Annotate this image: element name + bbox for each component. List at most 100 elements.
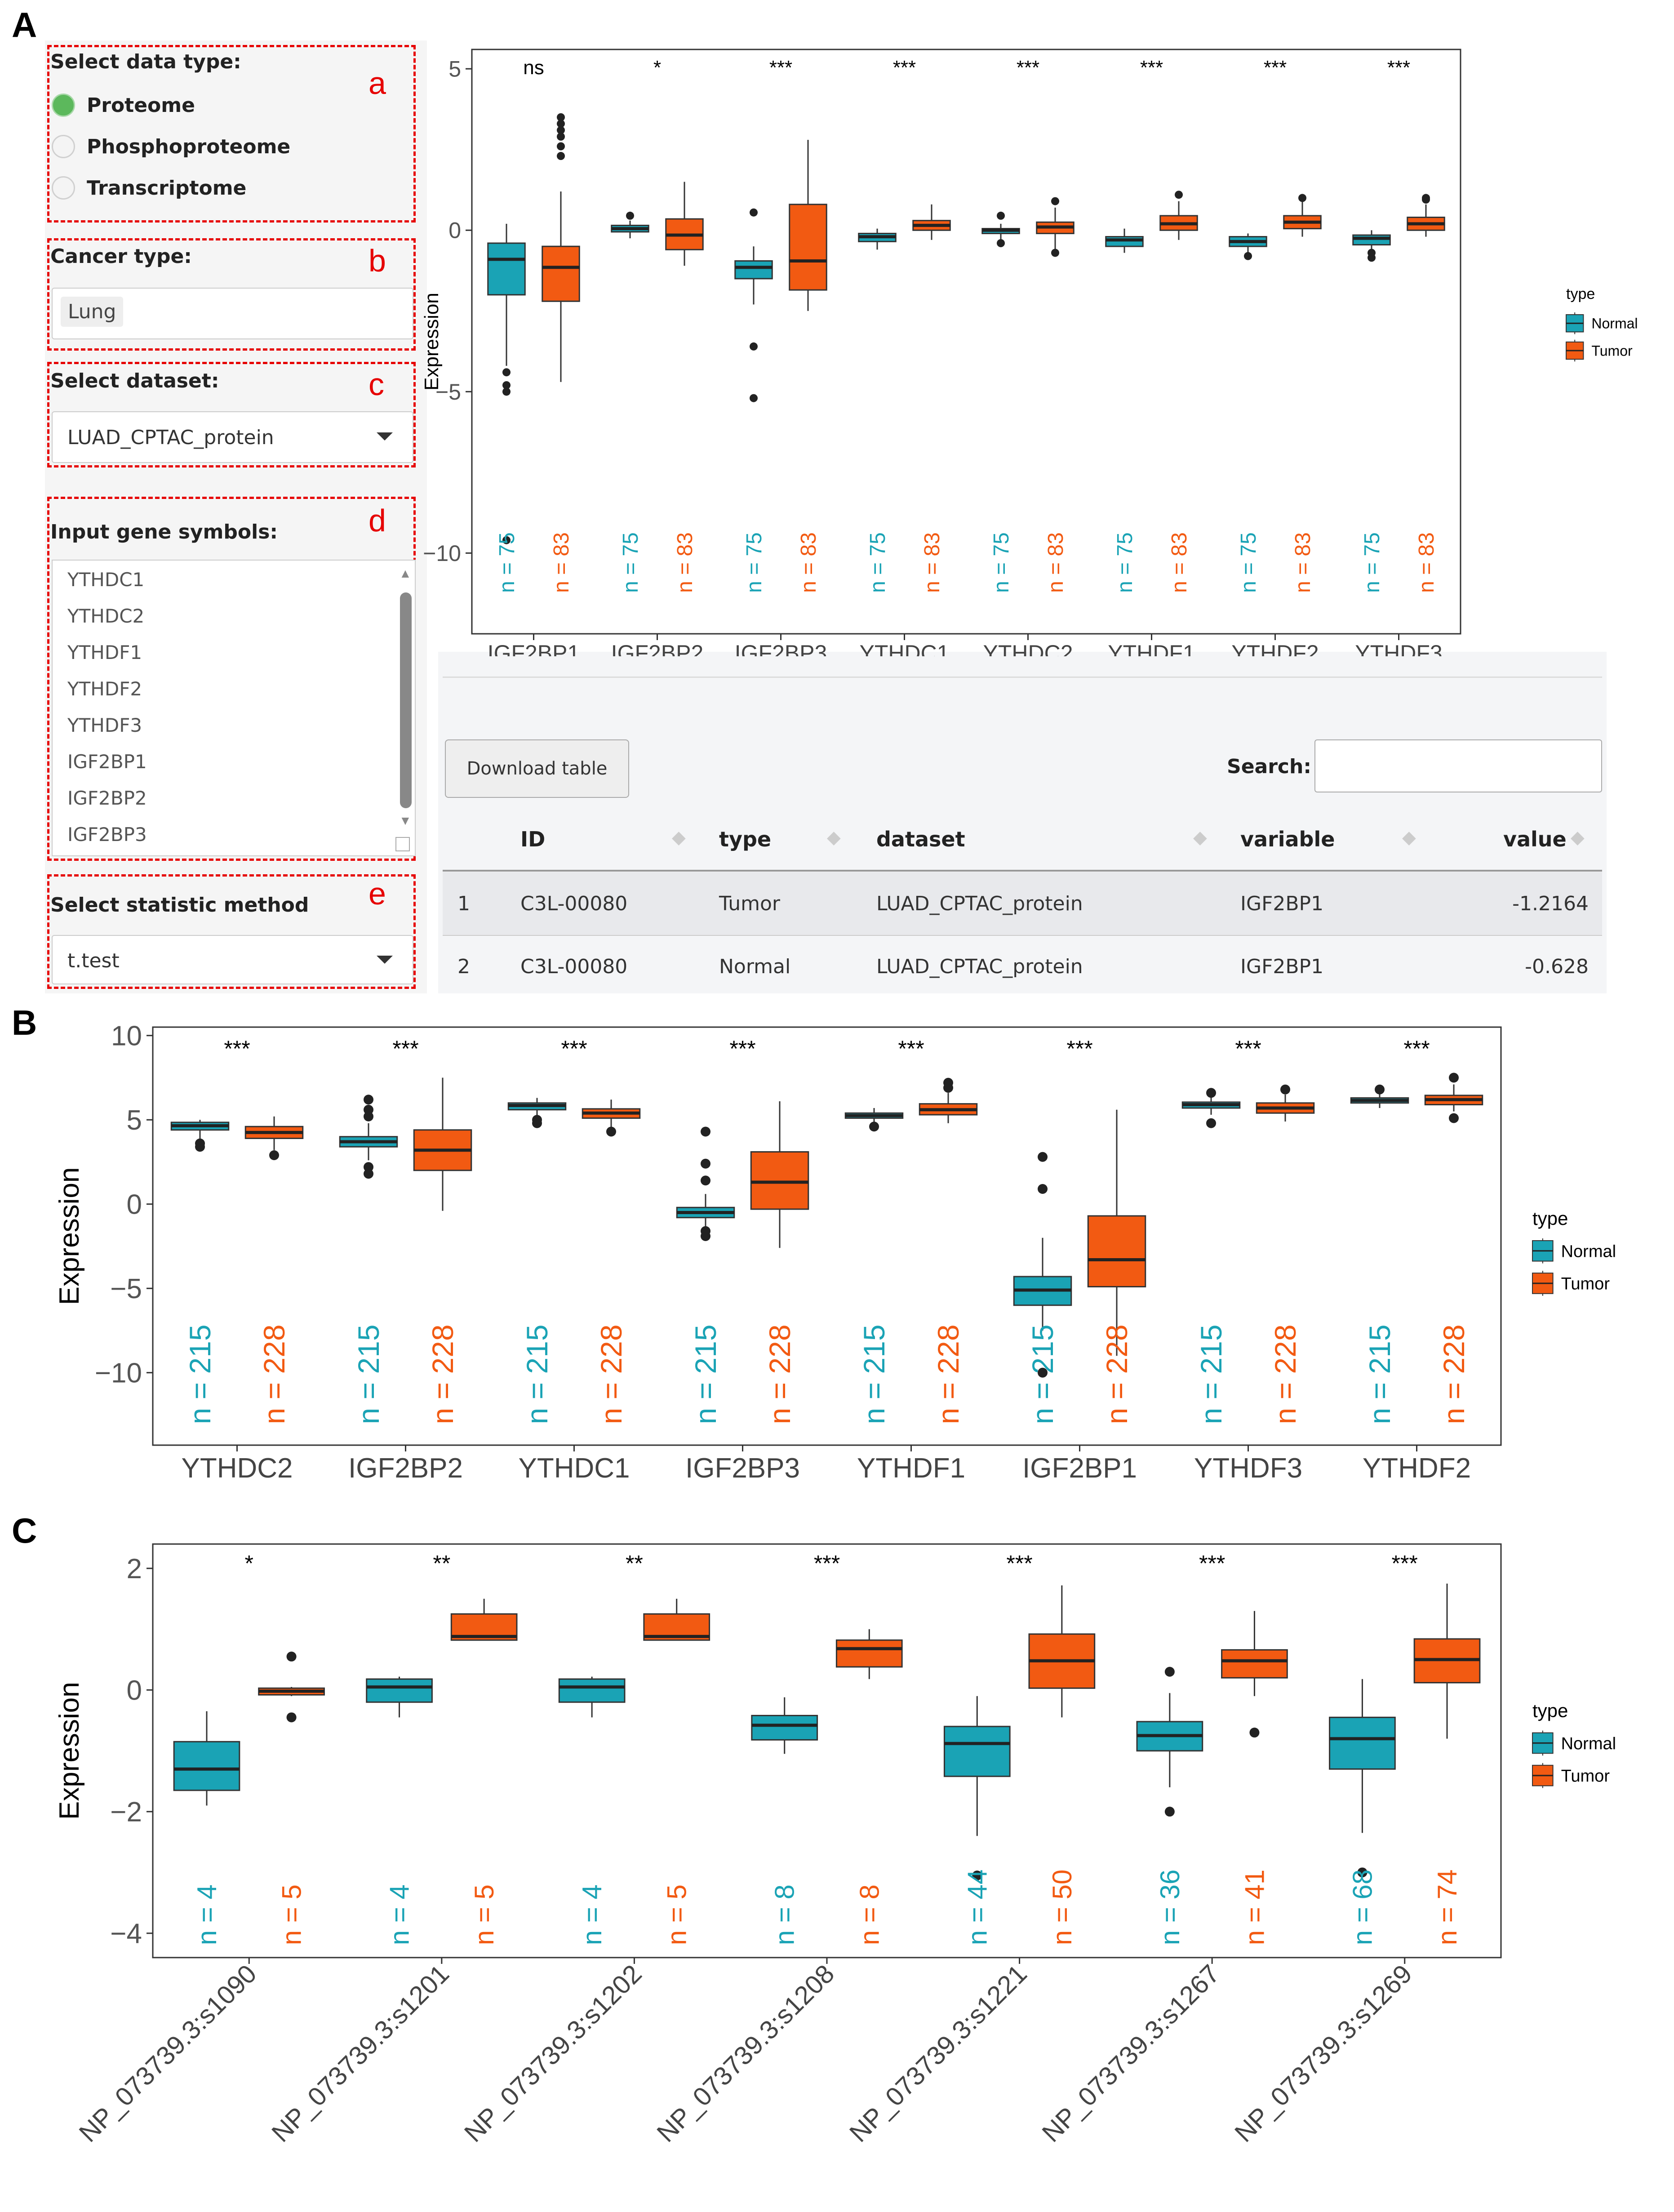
- sort-icon[interactable]: ◆: [672, 828, 686, 847]
- gene-item: YTHDC2: [67, 605, 145, 627]
- outlier-point: [1038, 1152, 1048, 1162]
- outlier-point: [364, 1104, 373, 1115]
- table-row[interactable]: [443, 872, 1602, 935]
- sample-count-label: n = 8: [770, 1884, 800, 1945]
- legend-label: Tumor: [1561, 1767, 1610, 1786]
- radio-transcriptome[interactable]: Transcriptome: [52, 176, 246, 200]
- scroll-down-icon[interactable]: ▼: [399, 814, 412, 828]
- significance-label: ***: [1066, 1036, 1092, 1061]
- sample-count-label: n = 228: [1437, 1324, 1470, 1424]
- sort-icon[interactable]: ◆: [1571, 828, 1585, 847]
- sample-count-label: n = 215: [857, 1324, 891, 1424]
- outlier-point: [1164, 1667, 1175, 1677]
- x-tick-label: IGF2BP2: [611, 641, 704, 656]
- sort-icon[interactable]: ◆: [1402, 828, 1416, 847]
- x-tick-label: IGF2BP3: [735, 641, 827, 656]
- sort-icon[interactable]: ◆: [1193, 828, 1207, 847]
- sample-count-label: n = 228: [932, 1324, 965, 1424]
- radio-empty-icon: [52, 176, 75, 200]
- significance-label: ***: [898, 1036, 924, 1061]
- scroll-up-icon[interactable]: ▲: [399, 566, 412, 580]
- outlier-point: [557, 152, 565, 160]
- outlier-point: [997, 211, 1005, 220]
- x-tick-label: YTHDF1: [857, 1453, 965, 1484]
- outlier-point: [701, 1126, 710, 1137]
- cell-dataset: LUAD_CPTAC_protein: [876, 955, 1083, 978]
- outlier-point: [364, 1095, 373, 1105]
- x-tick-label: YTHDC2: [181, 1453, 293, 1484]
- sample-count-label: n = 228: [1100, 1324, 1133, 1424]
- x-tick-label: YTHDC1: [518, 1453, 630, 1484]
- sample-count-label: n = 228: [763, 1324, 796, 1424]
- outlier-point: [701, 1158, 710, 1169]
- outlier-point: [869, 1122, 879, 1132]
- column-header-value[interactable]: value: [1503, 827, 1567, 851]
- radio-proteome[interactable]: Proteome: [52, 93, 195, 117]
- column-header-id[interactable]: ID: [520, 827, 546, 851]
- plot-frame: [152, 1026, 1502, 1446]
- outlier-point: [1206, 1118, 1216, 1128]
- sample-count-label: n = 4: [192, 1884, 222, 1945]
- sample-count-label: n = 75: [742, 532, 766, 593]
- table-row[interactable]: [443, 936, 1602, 993]
- legend-label: Tumor: [1591, 343, 1633, 359]
- dataset-select[interactable]: [52, 411, 413, 463]
- legend-label: Normal: [1591, 316, 1638, 332]
- search-input[interactable]: [1314, 739, 1602, 792]
- significance-label: ***: [1140, 57, 1163, 79]
- y-tick-label: 0: [127, 1675, 142, 1706]
- column-header-dataset[interactable]: dataset: [876, 827, 965, 851]
- x-tick-label: YTHDF3: [1194, 1453, 1302, 1484]
- sample-count-label: n = 215: [1194, 1324, 1228, 1424]
- box-body: [366, 1678, 433, 1703]
- box-body: [1105, 236, 1144, 247]
- outlier-point: [1038, 1184, 1048, 1194]
- sample-count-label: n = 215: [183, 1324, 217, 1424]
- sample-count-label: n = 83: [797, 532, 821, 593]
- dataset-box: [47, 362, 416, 467]
- table-header-rule: [443, 870, 1602, 872]
- significance-label: ***: [1264, 57, 1287, 79]
- gene-item: YTHDF2: [67, 678, 142, 700]
- row-index: 1: [457, 892, 470, 915]
- column-header-type[interactable]: type: [719, 827, 772, 851]
- genes-scrollbar[interactable]: [400, 592, 412, 808]
- chevron-down-icon: [377, 956, 393, 964]
- outlier-point: [1449, 1073, 1459, 1083]
- significance-label: ***: [1387, 57, 1410, 79]
- outlier-point: [1051, 249, 1059, 257]
- resize-handle-icon[interactable]: [395, 837, 410, 851]
- box-body: [750, 1151, 809, 1210]
- row-divider: [443, 935, 1602, 936]
- outlier-point: [557, 120, 565, 128]
- data-type-label: Select data type:: [50, 50, 241, 73]
- cell-variable: IGF2BP1: [1240, 955, 1324, 978]
- y-axis-title: Expression: [54, 1682, 85, 1820]
- cancer-type-tag[interactable]: Lung: [61, 297, 124, 327]
- outlier-point: [1244, 252, 1252, 260]
- method-value: t.test: [67, 949, 120, 972]
- sample-count-label: n = 75: [495, 532, 519, 593]
- box-body: [173, 1741, 240, 1791]
- significance-label: ***: [1006, 1551, 1032, 1576]
- box-body: [835, 1639, 903, 1668]
- sample-count-label: n = 215: [1363, 1324, 1396, 1424]
- x-tick-label: YTHDC2: [983, 641, 1073, 656]
- radio-phosphoproteome[interactable]: Phosphoproteome: [52, 135, 290, 158]
- gene-item: YTHDF3: [67, 714, 142, 736]
- outlier-point: [195, 1138, 205, 1148]
- sample-count-label: n = 4: [577, 1884, 607, 1945]
- cell-dataset: LUAD_CPTAC_protein: [876, 892, 1083, 915]
- download-table-button[interactable]: Download table: [445, 739, 629, 798]
- outlier-point: [1375, 1084, 1385, 1095]
- column-header-variable[interactable]: variable: [1240, 827, 1335, 851]
- box-body: [1352, 234, 1391, 246]
- genes-textarea[interactable]: [52, 560, 416, 856]
- sort-icon[interactable]: ◆: [827, 828, 841, 847]
- panel-label-b: B: [12, 1003, 37, 1042]
- significance-label: ns: [523, 57, 544, 79]
- significance-label: ***: [1017, 57, 1039, 79]
- x-tick-label: NP_073739.3:s1090: [74, 1959, 262, 2148]
- x-tick-label: YTHDF2: [1363, 1453, 1471, 1484]
- method-select[interactable]: [52, 935, 413, 984]
